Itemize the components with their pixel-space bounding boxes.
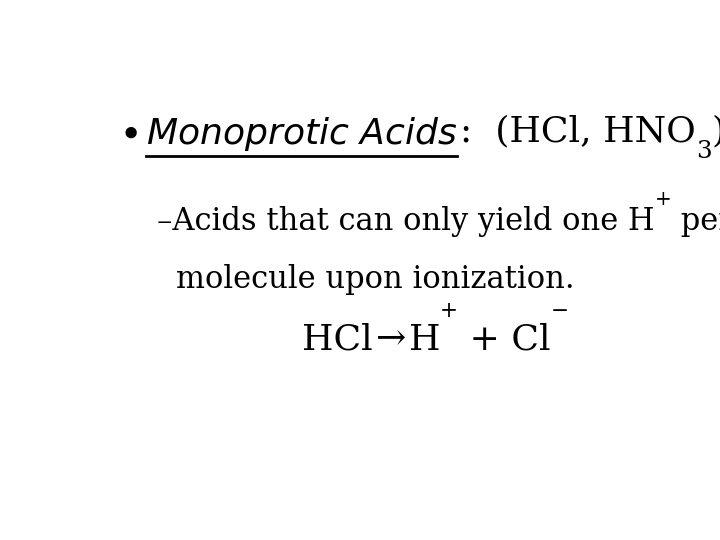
Text: H: H [409, 322, 440, 356]
Text: :  (HCl, HNO: : (HCl, HNO [460, 114, 696, 148]
Text: –Acids that can only yield one H: –Acids that can only yield one H [157, 206, 654, 237]
Text: molecule upon ionization.: molecule upon ionization. [176, 265, 575, 295]
Text: −: − [551, 300, 569, 322]
Text: + Cl: + Cl [458, 322, 551, 356]
Text: $\mathit{Monoprotic\ Acids}$: $\mathit{Monoprotic\ Acids}$ [145, 114, 457, 153]
Text: ): ) [711, 114, 720, 148]
Text: +: + [440, 300, 458, 322]
Text: 3: 3 [696, 140, 711, 163]
Text: →: → [376, 322, 406, 356]
Text: +: + [654, 190, 671, 208]
Text: $\bullet$: $\bullet$ [118, 114, 138, 152]
Text: HCl: HCl [302, 322, 373, 356]
Text: per: per [671, 206, 720, 237]
